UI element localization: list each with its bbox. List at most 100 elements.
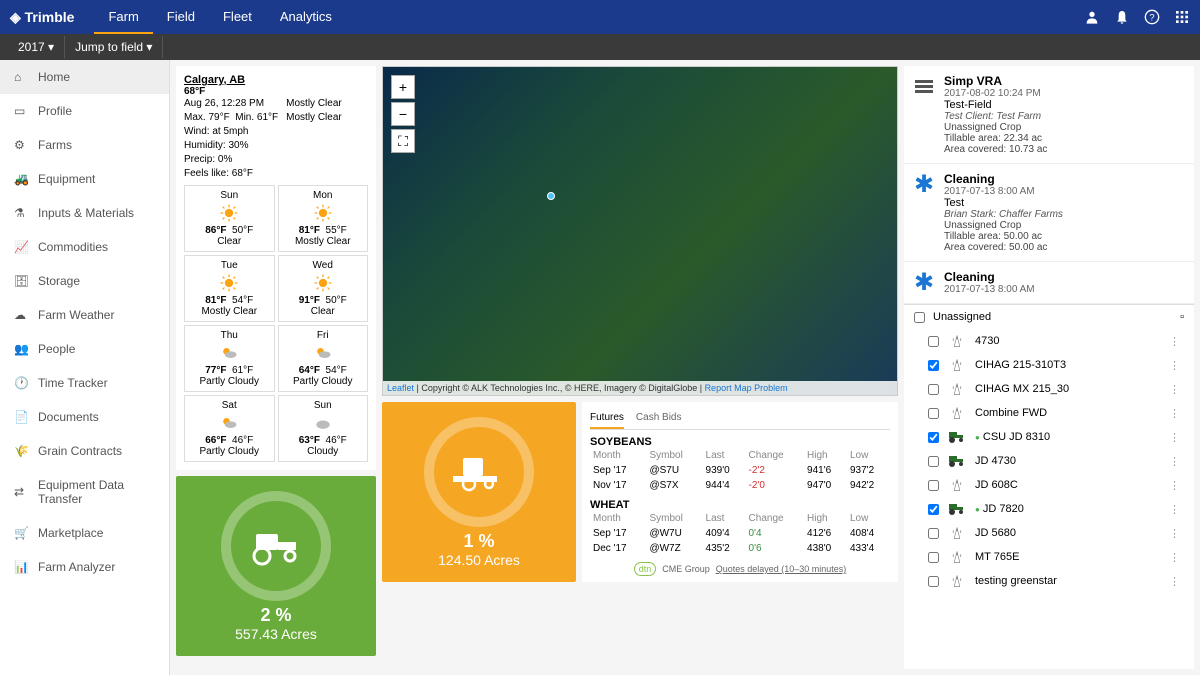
eq-checkbox[interactable]	[928, 432, 939, 443]
activity-crop: Unassigned Crop	[944, 220, 1186, 231]
equipment-item[interactable]: CIHAG 215-310T3⋮	[904, 353, 1194, 377]
user-icon[interactable]	[1084, 9, 1100, 25]
kebab-icon[interactable]: ⋮	[1165, 503, 1184, 516]
forecast-day: Sat	[189, 400, 270, 411]
eq-checkbox[interactable]	[928, 456, 939, 467]
weather-location[interactable]: Calgary, AB	[184, 74, 368, 86]
equipment-item[interactable]: MT 765E⋮	[904, 545, 1194, 569]
eq-checkbox[interactable]	[928, 576, 939, 587]
kebab-icon[interactable]: ⋮	[1165, 455, 1184, 468]
year-selector[interactable]: 2017 ▾	[8, 36, 65, 58]
topnav-fleet[interactable]: Fleet	[209, 1, 266, 34]
people-icon: 👥	[14, 342, 28, 356]
table-row[interactable]: Sep '17@W7U409'40'4412'6408'4	[590, 526, 890, 541]
sidebar-item-commodities[interactable]: 📈Commodities	[0, 230, 169, 264]
forecast-sat: Sat66°F 46°FPartly Cloudy	[184, 395, 275, 462]
sidebar-item-marketplace[interactable]: 🛒Marketplace	[0, 516, 169, 550]
map-pin[interactable]	[547, 192, 555, 200]
kebab-icon[interactable]: ⋮	[1165, 575, 1184, 588]
col-change: Change	[746, 511, 804, 526]
sidebar-item-farm-analyzer[interactable]: 📊Farm Analyzer	[0, 550, 169, 584]
eq-checkbox[interactable]	[928, 552, 939, 563]
kebab-icon[interactable]: ⋮	[1165, 407, 1184, 420]
equipment-item[interactable]: ● JD 7820 ⋮	[904, 497, 1194, 521]
table-row[interactable]: Sep '17@S7U939'0-2'2941'6937'2	[590, 463, 890, 478]
activity-item[interactable]: Simp VRA2017-08-02 10:24 PMTest-FieldTes…	[904, 66, 1194, 164]
kebab-icon[interactable]: ⋮	[1165, 359, 1184, 372]
sidebar-item-profile[interactable]: ▭Profile	[0, 94, 169, 128]
kebab-icon[interactable]: ⋮	[1165, 431, 1184, 444]
weather-humidity: Humidity: 30%	[184, 139, 278, 153]
eq-checkbox[interactable]	[928, 480, 939, 491]
kebab-icon[interactable]: ⋮	[1165, 335, 1184, 348]
sidebar-item-equipment[interactable]: 🚜Equipment	[0, 162, 169, 196]
kebab-icon[interactable]: ⋮	[1165, 479, 1184, 492]
svg-text:?: ?	[1149, 12, 1154, 22]
equipment-item[interactable]: JD 4730⋮	[904, 449, 1194, 473]
apps-icon[interactable]	[1174, 9, 1190, 25]
sidebar-item-grain-contracts[interactable]: 🌾Grain Contracts	[0, 434, 169, 468]
collapse-icon[interactable]: ▫	[1180, 311, 1184, 323]
sidebar-item-farm-weather[interactable]: ☁Farm Weather	[0, 298, 169, 332]
eq-checkbox[interactable]	[928, 360, 939, 371]
topnav-field[interactable]: Field	[153, 1, 209, 34]
tab-futures[interactable]: Futures	[590, 408, 624, 429]
sidebar-label: Inputs & Materials	[38, 206, 134, 220]
tab-cash-bids[interactable]: Cash Bids	[636, 408, 682, 429]
kebab-icon[interactable]: ⋮	[1165, 551, 1184, 564]
table-row[interactable]: Dec '17@W7Z435'20'6438'0433'4	[590, 541, 890, 556]
eq-checkbox[interactable]	[928, 384, 939, 395]
weather-icon	[313, 273, 333, 293]
zoom-out-button[interactable]: −	[391, 102, 415, 126]
table-row[interactable]: Nov '17@S7X944'4-2'0947'0942'2	[590, 478, 890, 493]
stat-card-orange[interactable]: 1 % 124.50 Acres	[382, 402, 576, 582]
jump-to-field[interactable]: Jump to field ▾	[65, 36, 163, 58]
sidebar-item-farms[interactable]: ⚙Farms	[0, 128, 169, 162]
sidebar-item-equipment-data-transfer[interactable]: ⇄Equipment Data Transfer	[0, 468, 169, 516]
stat-card-green[interactable]: 2 % 557.43 Acres	[176, 476, 376, 656]
tractor-icon	[947, 454, 967, 468]
topnav-farm[interactable]: Farm	[94, 1, 152, 34]
activity-icon	[912, 74, 936, 98]
leaflet-link[interactable]: Leaflet	[387, 383, 414, 393]
help-icon[interactable]: ?	[1144, 9, 1160, 25]
col-month: Month	[590, 511, 646, 526]
forecast-cond: Mostly Clear	[283, 236, 364, 247]
eq-name: ● JD 7820	[975, 503, 1157, 515]
map[interactable]: + − ⛶ Leaflet | Copyright © ALK Technolo…	[382, 66, 898, 396]
topnav-analytics[interactable]: Analytics	[266, 1, 346, 34]
equipment-header[interactable]: Unassigned ▫	[904, 305, 1194, 329]
eq-checkbox[interactable]	[928, 528, 939, 539]
equipment-item[interactable]: Combine FWD⋮	[904, 401, 1194, 425]
equipment-item[interactable]: 4730⋮	[904, 329, 1194, 353]
sidebar-item-people[interactable]: 👥People	[0, 332, 169, 366]
equipment-item[interactable]: ● CSU JD 8310 ⋮	[904, 425, 1194, 449]
eq-checkbox[interactable]	[928, 504, 939, 515]
kebab-icon[interactable]: ⋮	[1165, 383, 1184, 396]
forecast-temps: 91°F 50°F	[283, 295, 364, 306]
eq-checkbox[interactable]	[928, 408, 939, 419]
commodity-wheat: WHEAT	[590, 499, 890, 511]
equipment-item[interactable]: testing greenstar⋮	[904, 569, 1194, 593]
bell-icon[interactable]	[1114, 9, 1130, 25]
equipment-item[interactable]: CIHAG MX 215_30⋮	[904, 377, 1194, 401]
forecast-temps: 86°F 50°F	[189, 225, 270, 236]
eq-name: ● CSU JD 8310	[975, 431, 1157, 443]
sidebar-item-storage[interactable]: 🗄Storage	[0, 264, 169, 298]
eq-check-all[interactable]	[914, 312, 925, 323]
sidebar-item-inputs-materials[interactable]: ⚗Inputs & Materials	[0, 196, 169, 230]
activity-item[interactable]: ✱Cleaning2017-07-13 8:00 AM	[904, 262, 1194, 304]
kebab-icon[interactable]: ⋮	[1165, 527, 1184, 540]
eq-checkbox[interactable]	[928, 336, 939, 347]
zoom-in-button[interactable]: +	[391, 75, 415, 99]
weather-icon	[313, 343, 333, 363]
equipment-item[interactable]: JD 608C⋮	[904, 473, 1194, 497]
sidebar-item-home[interactable]: ⌂Home	[0, 60, 169, 94]
report-link[interactable]: Report Map Problem	[705, 383, 788, 393]
sidebar-item-time-tracker[interactable]: 🕐Time Tracker	[0, 366, 169, 400]
equipment-item[interactable]: JD 5680⋮	[904, 521, 1194, 545]
activity-field: Test	[944, 197, 1186, 209]
sidebar-item-documents[interactable]: 📄Documents	[0, 400, 169, 434]
activity-item[interactable]: ✱Cleaning2017-07-13 8:00 AMTestBrian Sta…	[904, 164, 1194, 262]
fullscreen-button[interactable]: ⛶	[391, 129, 415, 153]
